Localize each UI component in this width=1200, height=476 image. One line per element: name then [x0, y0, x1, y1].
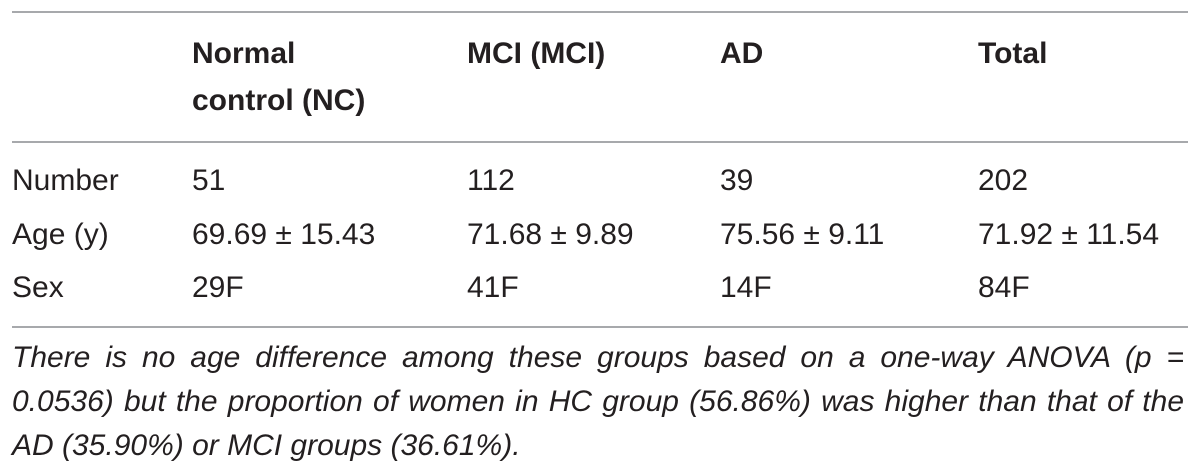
row-number-ad: 39: [720, 164, 754, 197]
header-total: Total: [978, 37, 1048, 70]
row-number-label: Number: [12, 164, 119, 197]
table-footnote: There is no age difference among these g…: [12, 341, 1184, 462]
header-normal-control: Normal control (NC): [192, 30, 365, 124]
row-age-nc: 69.69 ± 15.43: [192, 218, 376, 251]
header-ad: AD: [720, 37, 764, 70]
row-sex-label: Sex: [12, 271, 64, 304]
header-normal-control-line1: Normal: [192, 37, 296, 70]
header-normal-control-line2: control (NC): [192, 84, 366, 117]
row-number-total: 202: [978, 164, 1029, 197]
row-sex-nc: 29F: [192, 271, 244, 304]
row-age-ad: 75.56 ± 9.11: [720, 218, 885, 251]
table-header-rule: [12, 141, 1188, 143]
table-bottom-rule: [12, 326, 1188, 328]
table-top-rule: [12, 11, 1188, 13]
row-sex-mci: 41F: [467, 271, 519, 304]
row-age-label: Age (y): [12, 218, 109, 251]
header-mci: MCI (MCI): [467, 37, 606, 70]
row-number-nc: 51: [192, 164, 226, 197]
row-age-mci: 71.68 ± 9.89: [467, 218, 634, 251]
row-sex-ad: 14F: [720, 271, 772, 304]
row-age-total: 71.92 ± 11.54: [978, 218, 1160, 251]
row-number-mci: 112: [467, 164, 515, 197]
row-sex-total: 84F: [978, 271, 1030, 304]
